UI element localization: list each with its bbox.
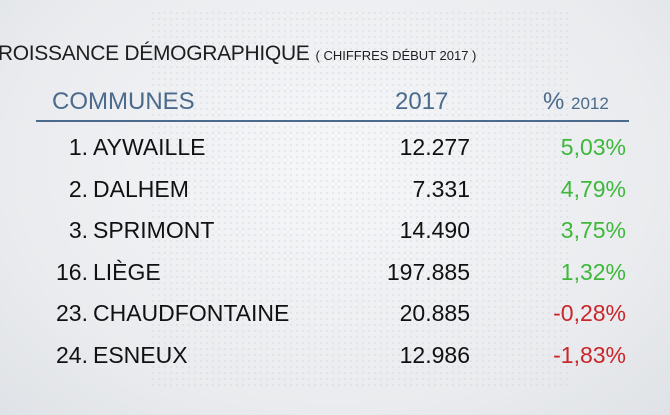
pct-change: 5,03% xyxy=(560,134,626,160)
table-row: 16. LIÈGE 197.885 1,32% xyxy=(0,259,670,299)
background-map-pattern xyxy=(150,10,570,390)
population-2017: 20.885 xyxy=(399,300,470,326)
table-row: 1. AYWAILLE 12.277 5,03% xyxy=(0,134,670,174)
pct-change: 3,75% xyxy=(560,217,626,243)
table-row: 23. CHAUDFONTAINE 20.885 -0,28% xyxy=(0,300,670,340)
pct-change: -1,83% xyxy=(553,341,626,368)
commune-name: CHAUDFONTAINE xyxy=(93,300,290,326)
header-rule xyxy=(36,120,629,122)
table-title: CROISSANCE DÉMOGRAPHIQUE ( CHIFFRES DÉBUT… xyxy=(0,42,476,66)
commune-name: DALHEM xyxy=(93,175,189,202)
rank: 3. xyxy=(68,217,88,243)
table-row: 24. ESNEUX 12.986 -1,83% xyxy=(0,342,670,382)
pct-change: 1,32% xyxy=(560,258,626,285)
pct-change: -0,28% xyxy=(553,300,626,326)
population-2017: 7.331 xyxy=(412,175,470,202)
rank: 1. xyxy=(68,134,88,160)
rank: 16. xyxy=(56,258,88,285)
population-2017: 197.885 xyxy=(386,258,470,285)
header-pct-year: 2012 xyxy=(571,94,609,113)
commune-name: ESNEUX xyxy=(93,341,188,368)
header-2017: 2017 xyxy=(395,88,449,115)
rank: 23. xyxy=(56,300,88,326)
rank: 2. xyxy=(68,175,88,202)
rank: 24. xyxy=(56,341,88,368)
commune-name: AYWAILLE xyxy=(93,134,206,160)
population-2017: 12.986 xyxy=(399,341,470,368)
commune-name: SPRIMONT xyxy=(93,217,215,243)
header-pct-sign: % xyxy=(543,88,565,115)
commune-name: LIÈGE xyxy=(93,258,161,285)
pct-change: 4,79% xyxy=(560,175,626,202)
title-main: CROISSANCE DÉMOGRAPHIQUE xyxy=(0,42,310,65)
table-row: 2. DALHEM 7.331 4,79% xyxy=(0,176,670,216)
population-2017: 14.490 xyxy=(399,217,470,243)
header-pct: % 2012 xyxy=(543,88,609,116)
population-2017: 12.277 xyxy=(399,134,470,160)
header-communes: COMMUNES xyxy=(52,88,195,115)
title-sub: ( CHIFFRES DÉBUT 2017 ) xyxy=(315,48,477,63)
table-row: 3. SPRIMONT 14.490 3,75% xyxy=(0,217,670,257)
